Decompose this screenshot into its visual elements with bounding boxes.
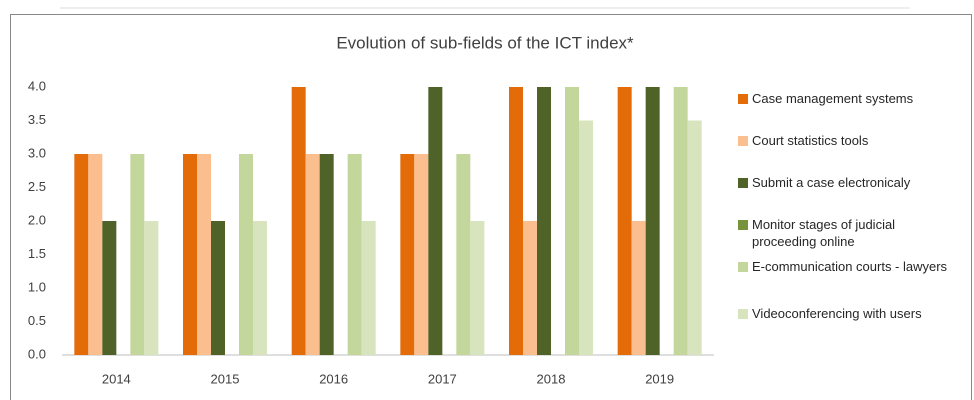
y-tick-label: 1.5 — [28, 246, 46, 261]
bar — [456, 154, 471, 355]
legend-entry: E-communication courts - lawyers — [738, 258, 963, 275]
legend-swatch — [738, 136, 748, 146]
y-tick-label: 0.0 — [28, 346, 46, 361]
legend-label: Case management systems — [752, 91, 914, 106]
bar — [428, 87, 443, 355]
bar — [631, 221, 646, 355]
x-tick-label: 2017 — [428, 371, 457, 386]
bar — [88, 154, 103, 355]
bar — [523, 221, 537, 355]
bar — [347, 154, 362, 355]
legend-swatch — [738, 220, 748, 230]
bar — [645, 87, 660, 355]
bar — [239, 154, 253, 355]
y-tick-label: 3.5 — [28, 112, 46, 127]
bar — [74, 154, 89, 355]
legend-label: Submit a case electronicaly — [752, 175, 911, 190]
legend-swatch — [738, 309, 748, 319]
legend-entry: Court statistics tools — [738, 132, 963, 149]
legend-swatch — [738, 178, 748, 188]
y-tick-label: 2.5 — [28, 179, 46, 194]
x-tick-label: 2018 — [537, 371, 566, 386]
legend-label: Monitor stages of judicial proceeding on… — [752, 217, 896, 249]
bar — [687, 120, 702, 355]
bar — [130, 154, 145, 355]
legend-label: Court statistics tools — [752, 133, 869, 148]
bar — [144, 221, 159, 355]
bar — [319, 154, 334, 355]
chart-frame — [10, 14, 972, 400]
bar — [102, 221, 117, 355]
legend-entry: Videoconferencing with users — [738, 305, 963, 322]
y-tick-label: 3.0 — [28, 145, 46, 160]
x-tick-label: 2015 — [211, 371, 240, 386]
chart-title: Evolution of sub-fields of the ICT index… — [336, 33, 634, 52]
legend-entry: Case management systems — [738, 90, 963, 107]
bar — [211, 221, 225, 355]
legend-entry: Submit a case electronicaly — [738, 174, 963, 191]
legend-swatch — [738, 94, 748, 104]
y-tick-label: 4.0 — [28, 78, 46, 93]
legend-label: E-communication courts - lawyers — [752, 259, 948, 274]
bar — [617, 87, 632, 355]
bar — [565, 87, 579, 355]
bar — [509, 87, 523, 355]
bar — [537, 87, 551, 355]
bar — [673, 87, 688, 355]
legend-label: Videoconferencing with users — [752, 306, 922, 321]
legend-swatch — [738, 262, 748, 272]
bar — [414, 154, 429, 355]
bar — [197, 154, 211, 355]
x-tick-label: 2016 — [319, 371, 348, 386]
y-tick-label: 2.0 — [28, 212, 46, 227]
y-tick-label: 0.5 — [28, 313, 46, 328]
bar — [400, 154, 415, 355]
x-tick-label: 2014 — [102, 371, 131, 386]
bar — [470, 221, 485, 355]
bar — [183, 154, 197, 355]
y-tick-label: 1.0 — [28, 279, 46, 294]
bar — [361, 221, 376, 355]
bar — [291, 87, 306, 355]
legend-entry: Monitor stages of judicial proceeding on… — [738, 216, 963, 250]
bar — [305, 154, 320, 355]
bar — [253, 221, 267, 355]
x-tick-label: 2019 — [645, 371, 674, 386]
bar — [579, 120, 593, 355]
